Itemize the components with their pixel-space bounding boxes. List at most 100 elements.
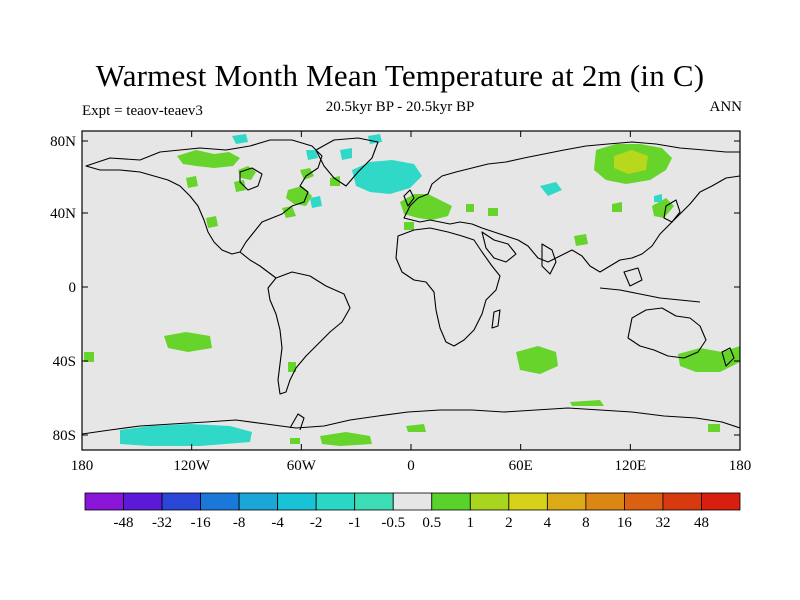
anomaly-patch xyxy=(120,424,252,446)
colorbar-swatch xyxy=(701,492,741,511)
colorbar-swatch xyxy=(123,492,163,511)
coastline-africa xyxy=(395,227,501,347)
anomaly-patch xyxy=(320,432,372,446)
lon-label: 60E xyxy=(509,458,533,474)
coastline-eurasia xyxy=(403,141,740,273)
anomaly-patch xyxy=(652,198,674,218)
colorbar-label: 16 xyxy=(617,515,633,531)
lat-label: 80N xyxy=(50,134,76,150)
colorbar-swatch xyxy=(508,492,548,511)
colorbar-swatch xyxy=(585,492,625,511)
coastline-hudson-bay xyxy=(239,167,263,191)
anomaly-patch xyxy=(206,216,218,228)
colorbar-swatch xyxy=(354,492,394,511)
anomaly-patch xyxy=(406,424,426,432)
coastline-india xyxy=(541,243,557,275)
colorbar-swatch xyxy=(431,492,471,511)
anomaly-patch xyxy=(708,424,720,432)
anomaly-patch xyxy=(288,362,296,372)
colorbar-swatch xyxy=(469,492,510,511)
anomaly-patch xyxy=(516,346,558,374)
lat-label: 80S xyxy=(53,428,76,444)
lon-label: 120E xyxy=(614,458,646,474)
anomaly-patch xyxy=(186,176,198,188)
lon-label: 180 xyxy=(729,458,752,474)
anomaly-patch xyxy=(614,150,648,174)
anomaly-patch xyxy=(368,134,382,144)
colorbar-label: -0.5 xyxy=(381,515,405,531)
colorbar-swatch xyxy=(84,492,124,511)
colorbar-swatch xyxy=(200,492,240,511)
colorbar-swatch xyxy=(662,492,702,511)
colorbar-label: 1 xyxy=(467,515,475,531)
colorbar-swatch xyxy=(315,492,356,511)
colorbar-swatch xyxy=(546,492,587,511)
experiment-label: Expt = teaov-teaev3 xyxy=(82,103,203,119)
anomaly-patch xyxy=(234,180,246,192)
anomaly-patch xyxy=(84,352,94,362)
anomaly-patch xyxy=(400,194,452,220)
anomaly-patch xyxy=(286,186,312,206)
anomaly-patch xyxy=(540,182,562,196)
coastline-antarctic-peninsula xyxy=(289,413,305,431)
lon-label: 60W xyxy=(287,458,317,474)
anomaly-patch xyxy=(330,176,340,186)
anomaly-patch xyxy=(404,222,414,230)
colorbar-swatch xyxy=(277,492,317,511)
coastline-indonesia xyxy=(599,287,701,303)
lon-label: 0 xyxy=(407,458,415,474)
anomaly-patch xyxy=(570,400,604,406)
colorbar-swatch xyxy=(238,492,279,511)
colorbar-swatch xyxy=(392,492,433,511)
lon-label: 120W xyxy=(173,458,211,474)
colorbar-label: -48 xyxy=(114,515,134,531)
colorbar-label: 32 xyxy=(655,515,670,531)
colorbar-label: 0.5 xyxy=(422,515,441,531)
colorbar-label: -1 xyxy=(348,515,361,531)
latitude-axis: 80N 40N 0 40S 80S xyxy=(50,134,740,444)
anomaly-patch xyxy=(238,166,256,180)
coastline-madagascar xyxy=(491,309,501,329)
anomaly-patch xyxy=(654,194,662,202)
lat-label: 0 xyxy=(69,280,77,296)
anomaly-patch xyxy=(352,160,422,194)
colorbar-label: -16 xyxy=(191,515,211,531)
coastline-greenland xyxy=(315,137,379,187)
colorbar-swatch xyxy=(624,492,664,511)
coastlines xyxy=(82,137,740,435)
coastline-arabia xyxy=(481,231,517,263)
coastline-central-america xyxy=(239,251,277,279)
season-label: ANN xyxy=(709,99,743,115)
map-title: Warmest Month Mean Temperature at 2m (in… xyxy=(95,58,705,93)
colorbar-label: -8 xyxy=(233,515,246,531)
anomaly-patch xyxy=(574,234,588,246)
coastline-antarctica xyxy=(82,407,740,435)
colorbar-label: 4 xyxy=(544,515,552,531)
colorbar: -48 -32 -16 -8 -4 -2 -1 -0.5 0.5 1 2 4 8 16 32 48 xyxy=(84,492,741,531)
coastline-australia xyxy=(627,307,707,359)
anomaly-patch xyxy=(282,206,296,218)
colorbar-label: -2 xyxy=(310,515,323,531)
lon-label: 180 xyxy=(71,458,94,474)
colorbar-label: 48 xyxy=(694,515,709,531)
lat-label: 40N xyxy=(50,206,76,222)
anomaly-shading xyxy=(84,134,740,446)
coastline-borneo xyxy=(623,267,643,287)
anomaly-patch xyxy=(290,438,300,444)
colorbar-label: 8 xyxy=(582,515,590,531)
lat-label: 40S xyxy=(53,354,76,370)
coastline-japan xyxy=(663,199,681,223)
anomaly-patch xyxy=(488,208,498,216)
coastline-south-america xyxy=(267,271,351,395)
anomaly-patch xyxy=(177,150,240,168)
colorbar-label: -32 xyxy=(152,515,172,531)
colorbar-label: -4 xyxy=(271,515,284,531)
anomaly-patch xyxy=(232,134,248,144)
anomaly-patch xyxy=(164,332,212,352)
anomaly-patch xyxy=(300,168,314,180)
map-subtitle: 20.5kyr BP - 20.5kyr BP xyxy=(325,99,475,115)
coastline-uk xyxy=(403,189,415,207)
anomaly-patch xyxy=(612,202,622,212)
coastline-north-america xyxy=(85,139,323,255)
